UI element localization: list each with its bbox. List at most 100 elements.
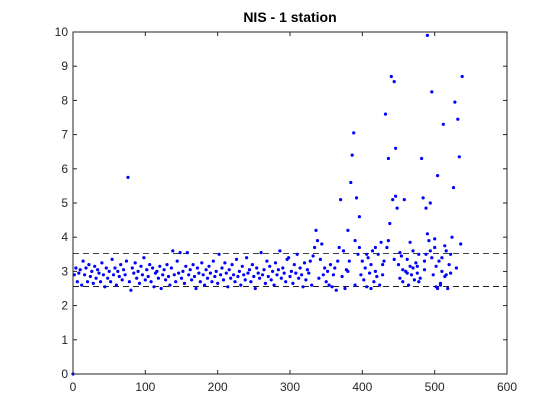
data-point [454,266,458,270]
data-point [232,273,236,277]
data-point [149,280,153,284]
data-point [428,249,432,253]
data-point [273,261,278,265]
data-point [217,252,221,256]
data-point [408,240,412,244]
data-point [389,74,393,79]
data-point [330,285,334,289]
data-point [75,280,79,284]
plot-area [73,32,507,374]
data-point [352,131,356,135]
x-tick-label: 300 [280,380,300,394]
y-tick-label: 5 [61,196,68,210]
data-point [357,215,361,219]
data-point [208,271,212,275]
data-point [93,264,97,268]
data-point [459,242,463,246]
data-point [427,239,431,243]
data-point [373,269,377,273]
data-point [229,276,233,280]
data-point [398,251,402,255]
data-point [265,259,269,263]
data-point [182,281,186,285]
data-point [98,280,103,284]
data-point [106,276,110,280]
data-point [101,273,105,277]
data-point [250,263,254,267]
data-point [350,153,354,157]
data-point [132,271,136,275]
data-point [137,281,142,285]
data-point [114,283,118,287]
data-point [321,273,325,277]
data-point [124,259,129,263]
data-point [365,252,369,256]
data-point [433,237,437,241]
data-point [103,285,107,289]
data-point [401,268,405,272]
data-point [411,249,415,253]
data-point [434,285,438,289]
data-point [142,256,146,260]
data-point [370,249,375,253]
data-point [279,276,283,280]
data-point [133,261,137,265]
data-point [236,274,240,279]
data-point [307,271,311,275]
data-point [129,288,133,292]
data-point [175,259,179,263]
data-point [184,264,188,268]
data-point [169,266,173,270]
data-point [395,206,399,210]
data-point [308,259,312,263]
data-point [422,259,427,263]
data-point [392,80,396,84]
data-point [122,268,126,272]
y-axis-ticks: 0 1 2 3 4 5 6 7 8 9 10 [55,25,507,381]
data-point [168,283,172,287]
data-point [190,278,194,282]
data-point [304,278,308,282]
data-point [165,263,169,267]
data-points [71,33,464,376]
data-point [298,266,302,270]
y-tick-label: 7 [61,128,68,142]
data-point [96,268,100,272]
x-axis-ticks: 0 100 200 300 400 500 600 [70,32,517,394]
data-point [396,263,401,267]
data-point [198,280,202,284]
data-point [417,252,421,256]
data-point [185,251,189,255]
data-point [378,283,382,287]
data-point [444,273,448,277]
data-point [145,268,149,272]
data-point [402,198,406,202]
data-point [278,249,282,253]
data-point [300,273,304,277]
data-point [109,280,113,284]
data-point [315,239,320,243]
data-point [126,175,130,179]
data-point [245,256,249,260]
data-point [216,281,220,285]
data-point [234,257,239,261]
data-point [443,244,447,248]
y-tick-label: 4 [61,230,68,244]
data-point [262,268,266,272]
data-point [323,266,327,270]
data-point [107,269,111,273]
data-point [438,283,443,287]
data-point [201,273,205,277]
data-point [191,263,195,267]
data-point [258,276,262,280]
data-point [194,286,198,291]
data-point [237,269,241,273]
data-point [247,268,252,272]
data-point [310,283,314,287]
data-point [450,235,454,239]
data-point [252,274,256,279]
data-point [436,174,440,178]
data-point [151,266,155,270]
data-point [425,33,429,38]
